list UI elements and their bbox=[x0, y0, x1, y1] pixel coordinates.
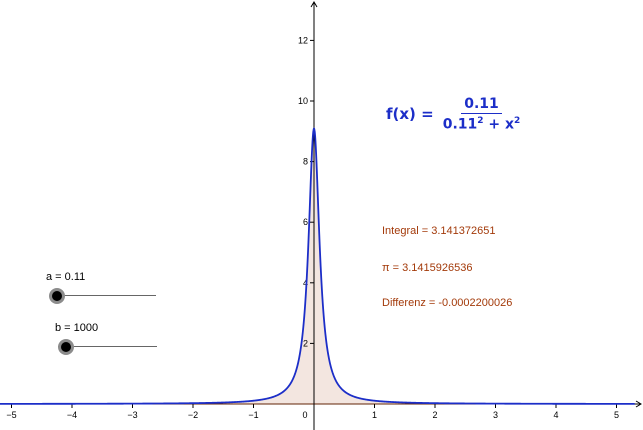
formula-denominator-plus: + x bbox=[483, 116, 515, 133]
formula-lhs: f(x) = bbox=[386, 105, 434, 124]
integral-text: Integral = 3.141372651 bbox=[382, 225, 496, 237]
slider-b-handle[interactable] bbox=[57, 339, 74, 355]
y-tick-label: 6 bbox=[303, 217, 308, 227]
function-formula: f(x) = 0.11 0.112 + x2 bbox=[386, 96, 523, 133]
slider-b-track[interactable] bbox=[58, 346, 157, 347]
difference-text: Differenz = -0.0002200026 bbox=[382, 297, 513, 309]
formula-denominator-exp: 2 bbox=[477, 116, 484, 126]
x-tick-label: −2 bbox=[188, 410, 198, 420]
x-tick-label: 2 bbox=[432, 410, 437, 420]
formula-denominator-base: 0.11 bbox=[442, 116, 478, 133]
y-axis-arrow bbox=[310, 1, 318, 8]
x-tick-label: 0 bbox=[302, 410, 307, 420]
slider-b[interactable] bbox=[57, 337, 157, 357]
slider-b-label: b = 1000 bbox=[55, 322, 99, 334]
y-tick-label: 12 bbox=[298, 35, 308, 45]
slider-a-handle[interactable] bbox=[49, 288, 65, 304]
pi-text: π = 3.1415926536 bbox=[382, 262, 473, 274]
formula-numerator: 0.11 bbox=[461, 96, 502, 114]
integral-area-layer bbox=[0, 128, 635, 404]
y-tick-label: 4 bbox=[303, 278, 308, 288]
slider-a-track[interactable] bbox=[57, 295, 156, 296]
x-tick-label: 4 bbox=[553, 410, 558, 420]
formula-fraction: 0.11 0.112 + x2 bbox=[440, 96, 524, 133]
formula-denominator-x-exp: 2 bbox=[514, 116, 521, 126]
x-tick-label: 5 bbox=[614, 410, 619, 420]
integral-area bbox=[0, 128, 635, 404]
x-tick-label: −4 bbox=[67, 410, 77, 420]
y-tick-label: 8 bbox=[303, 157, 308, 167]
formula-denominator: 0.112 + x2 bbox=[440, 114, 524, 133]
slider-a-label: a = 0.11 bbox=[46, 271, 86, 283]
y-tick-label: 10 bbox=[298, 96, 308, 106]
curve-layer bbox=[0, 127, 635, 405]
x-tick-label: −5 bbox=[6, 410, 16, 420]
x-tick-label: 1 bbox=[372, 410, 377, 420]
y-tick-label: 2 bbox=[303, 338, 308, 348]
slider-a[interactable] bbox=[49, 286, 156, 306]
function-curve bbox=[0, 127, 635, 405]
x-tick-label: 3 bbox=[493, 410, 498, 420]
x-tick-label: −3 bbox=[127, 410, 137, 420]
x-tick-label: −1 bbox=[248, 410, 258, 420]
x-axis-arrow bbox=[635, 400, 642, 408]
